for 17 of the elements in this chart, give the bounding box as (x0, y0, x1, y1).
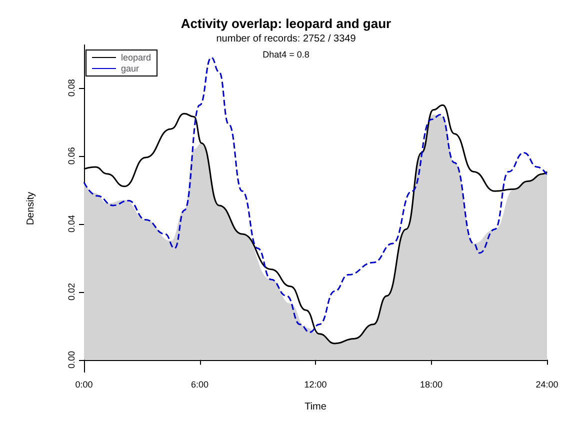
legend-label: gaur (121, 64, 140, 74)
y-tick-label: 0.08 (66, 79, 76, 97)
x-tick-label: 18:00 (420, 380, 443, 390)
annotation: Dhat4 = 0.8 (262, 50, 310, 60)
legend-label: leopard (121, 52, 152, 62)
x-tick-label: 0:00 (75, 380, 93, 390)
x-tick-label: 24:00 (536, 380, 558, 390)
chart-title: Activity overlap: leopard and gaur (180, 16, 392, 31)
x-tick-label: 6:00 (190, 380, 209, 390)
y-tick-label: 0.02 (66, 283, 76, 301)
y-axis-title: Density (26, 192, 36, 226)
y-tick-label: 0.06 (66, 147, 76, 165)
chart-subtitle: number of records: 2752 / 3349 (216, 34, 356, 44)
y-tick-label: 0.04 (66, 215, 76, 233)
x-axis-title: Time (304, 402, 327, 412)
x-tick-label: 12:00 (304, 380, 327, 390)
y-tick-label: 0.00 (66, 350, 76, 369)
